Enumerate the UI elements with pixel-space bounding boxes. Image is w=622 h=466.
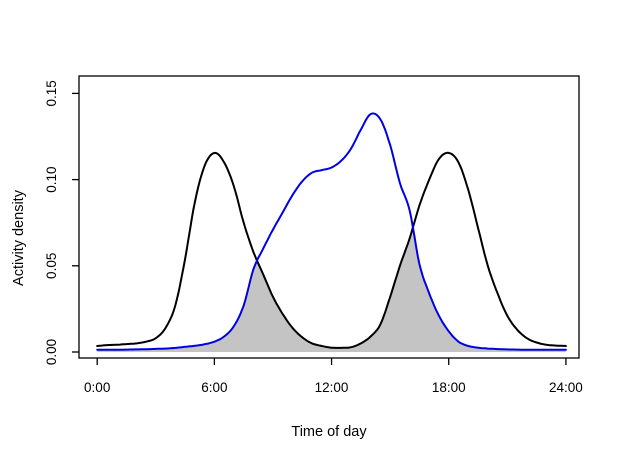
unimodal-activity-density-curve xyxy=(96,112,567,351)
plot-frame-layer xyxy=(78,75,580,359)
x-tick-label: 24:00 xyxy=(549,380,583,395)
x-tick-label: 18:00 xyxy=(432,380,466,395)
x-tick-label: 6:00 xyxy=(201,380,227,395)
x-axis-title: Time of day xyxy=(291,424,367,440)
y-tick-label: 0.00 xyxy=(44,339,59,365)
bimodal-activity-density-curve xyxy=(96,151,567,349)
y-tick-label: 0.10 xyxy=(44,166,59,192)
axis-ticks-layer: 0:00 6:00 12:00 18:00 24:00 0.00 0.05 0.10 0.15 xyxy=(44,80,583,395)
y-axis-title: Activity density xyxy=(11,189,27,286)
plot-box xyxy=(78,75,580,359)
x-tick-label: 0:00 xyxy=(84,380,110,395)
y-tick-label: 0.05 xyxy=(44,253,59,279)
density-curves-layer xyxy=(96,112,567,351)
y-tick-label: 0.15 xyxy=(44,80,59,106)
x-tick-label: 12:00 xyxy=(315,380,349,395)
